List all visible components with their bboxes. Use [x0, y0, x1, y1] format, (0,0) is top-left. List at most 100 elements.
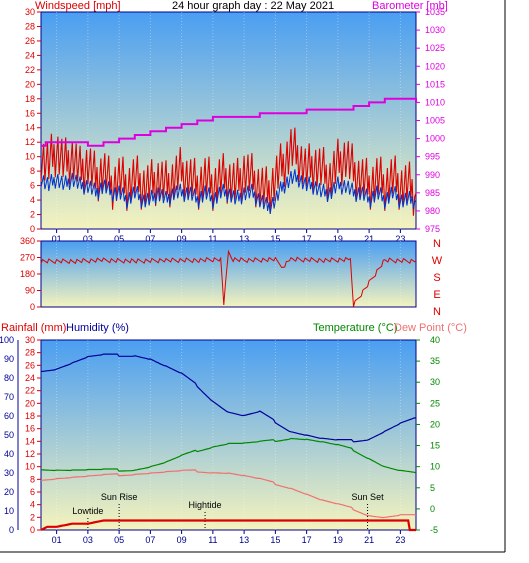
barometer-tick-label: 1025 — [425, 43, 445, 53]
temperature-panel-background — [40, 339, 417, 531]
windspeed-tick-label: 24 — [25, 50, 35, 60]
compass-label: N — [433, 238, 441, 250]
windspeed-tick-label: 2 — [30, 210, 35, 220]
windspeed-tick-label: 10 — [25, 152, 35, 162]
dewpoint-line — [40, 469, 417, 519]
windspeed-axis-label: Windspeed [mph] — [35, 0, 121, 12]
humidity-tick-label: 0 — [9, 525, 14, 535]
x-tick-label: 23 — [395, 234, 405, 244]
temperature-tick-label: 10 — [430, 462, 440, 472]
rainfall-tick-label: 0 — [30, 525, 35, 535]
windspeed-line — [40, 127, 417, 216]
humidity-tick-label: 20 — [4, 487, 14, 497]
barometer-tick-label: 1005 — [425, 116, 445, 126]
x-tick-label: 19 — [333, 234, 343, 244]
annotation-label-hightide: Hightide — [189, 500, 222, 510]
x-tick-label: 15 — [270, 234, 280, 244]
compass-label: S — [433, 272, 440, 284]
windspeed-tick-label: 22 — [25, 65, 35, 75]
x-tick-label: 13 — [239, 535, 249, 545]
rainfall-tick-label: 6 — [30, 487, 35, 497]
x-tick-label: 05 — [114, 234, 124, 244]
humidity-tick-label: 50 — [4, 430, 14, 440]
compass-label: N — [433, 306, 441, 318]
barometer-tick-label: 1015 — [425, 79, 445, 89]
humidity-tick-label: 100 — [0, 335, 14, 345]
wind-average-line — [40, 169, 417, 214]
x-tick-label: 09 — [177, 234, 187, 244]
barometer-tick-label: 1020 — [425, 61, 445, 71]
barometer-tick-label: 985 — [425, 188, 440, 198]
rainfall-tick-label: 12 — [25, 449, 35, 459]
x-tick-label: 03 — [83, 535, 93, 545]
windspeed-tick-label: 30 — [25, 7, 35, 17]
windspeed-tick-label: 16 — [25, 108, 35, 118]
barometer-tick-label: 990 — [425, 170, 440, 180]
windspeed-tick-label: 26 — [25, 36, 35, 46]
x-tick-label: 17 — [302, 535, 312, 545]
rainfall-tick-label: 22 — [25, 386, 35, 396]
temperature-tick-label: 15 — [430, 441, 440, 451]
x-tick-label: 23 — [395, 535, 405, 545]
wind-direction-line — [40, 249, 417, 307]
rainfall-tick-label: 4 — [30, 500, 35, 510]
windspeed-tick-label: 12 — [25, 137, 35, 147]
x-tick-label: 11 — [208, 535, 217, 545]
direction-tick-label: 90 — [25, 286, 35, 296]
windspeed-tick-label: 4 — [30, 195, 35, 205]
windspeed-tick-label: 18 — [25, 94, 35, 104]
humidity-axis-label: Humidity (%) — [66, 322, 129, 334]
annotation-label-sunrise: Sun Rise — [101, 492, 138, 502]
windspeed-tick-label: 6 — [30, 181, 35, 191]
rainfall-tick-label: 30 — [25, 335, 35, 345]
humidity-tick-label: 70 — [4, 392, 14, 402]
humidity-line — [40, 353, 417, 443]
x-tick-label: 21 — [364, 234, 374, 244]
barometer-tick-label: 980 — [425, 206, 440, 216]
barometer-line — [41, 97, 417, 147]
humidity-tick-label: 30 — [4, 468, 14, 478]
x-tick-label: 05 — [114, 535, 124, 545]
x-tick-label: 11 — [208, 234, 217, 244]
compass-label: W — [432, 255, 443, 267]
barometer-axis-label: Barometer [mb] — [372, 0, 448, 12]
x-tick-label: 07 — [145, 234, 155, 244]
windspeed-tick-label: 14 — [25, 123, 35, 133]
barometer-tick-label: 1030 — [425, 25, 445, 35]
x-tick-label: 15 — [270, 535, 280, 545]
x-tick-label: 01 — [52, 535, 62, 545]
rainfall-tick-label: 8 — [30, 474, 35, 484]
rainfall-tick-label: 26 — [25, 360, 35, 370]
x-tick-label: 09 — [177, 535, 187, 545]
windspeed-tick-label: 8 — [30, 166, 35, 176]
temperature-axis-label: Temperature (°C) — [313, 322, 397, 334]
temperature-tick-label: 35 — [430, 356, 440, 366]
annotation-label-lowtide: Lowtide — [72, 506, 103, 516]
windspeed-tick-label: 28 — [25, 21, 35, 31]
barometer-tick-label: 1000 — [425, 134, 445, 144]
x-tick-label: 17 — [302, 234, 312, 244]
humidity-tick-label: 60 — [4, 411, 14, 421]
temperature-tick-label: 0 — [430, 504, 435, 514]
temperature-tick-label: 25 — [430, 398, 440, 408]
temperature-tick-label: -5 — [430, 525, 438, 535]
direction-tick-label: 360 — [20, 236, 35, 246]
compass-label: E — [433, 289, 440, 301]
x-tick-label: 01 — [52, 234, 62, 244]
x-tick-label: 19 — [333, 535, 343, 545]
humidity-tick-label: 10 — [4, 506, 14, 516]
temperature-tick-label: 40 — [430, 335, 440, 345]
rainfall-tick-label: 14 — [25, 436, 35, 446]
rainfall-tick-label: 24 — [25, 373, 35, 383]
temperature-tick-label: 5 — [430, 483, 435, 493]
rainfall-line — [40, 519, 416, 532]
rainfall-tick-label: 16 — [25, 424, 35, 434]
page-title: 24 hour graph day : 22 May 2021 — [172, 0, 334, 12]
barometer-tick-label: 995 — [425, 152, 440, 162]
annotation-label-sunset: Sun Set — [352, 492, 385, 502]
temperature-line — [40, 437, 417, 474]
temperature-tick-label: 20 — [430, 419, 440, 429]
dewpoint-axis-label: Dew Point (°C) — [394, 322, 467, 334]
direction-tick-label: 180 — [20, 269, 35, 279]
